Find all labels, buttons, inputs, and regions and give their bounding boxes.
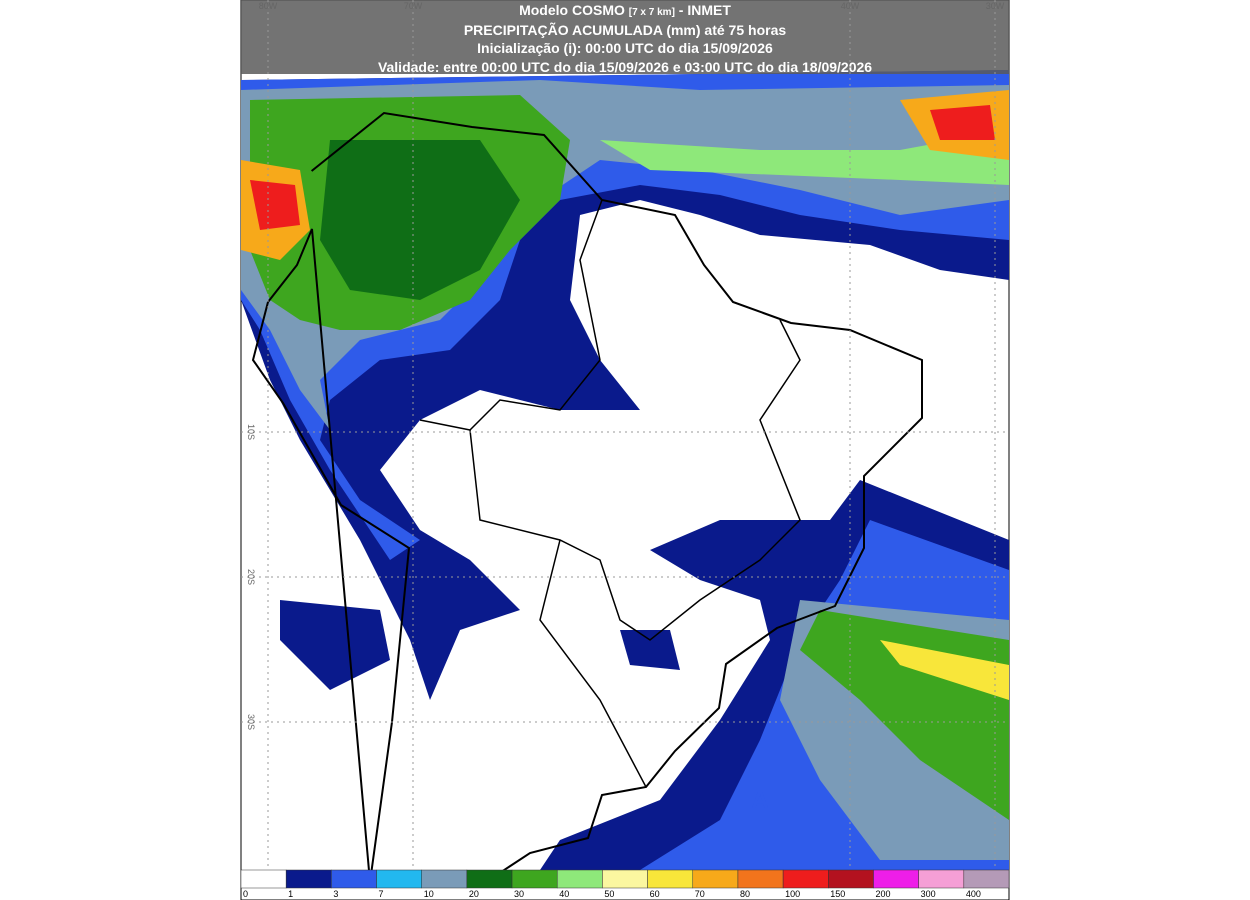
colorbar-swatch [421, 869, 468, 889]
latitude-label: 30S [246, 714, 256, 730]
colorbar-label: 7 [379, 889, 384, 899]
colorbar-label: 20 [469, 889, 479, 899]
longitude-label: 70W [404, 1, 423, 11]
colorbar-swatch [602, 869, 648, 889]
high-pressure-marker: A [751, 787, 768, 814]
colorbar-swatch [692, 869, 739, 889]
colorbar-label: 10 [424, 889, 434, 899]
colorbar-label: 50 [604, 889, 614, 899]
latitude-label: 10S [246, 424, 256, 440]
colorbar-swatch [285, 869, 332, 889]
colorbar-label: 40 [559, 889, 569, 899]
colorbar-swatch [511, 869, 558, 889]
colorbar-swatch [737, 869, 784, 889]
header-line: Validade: entre 00:00 UTC do dia 15/09/2… [378, 59, 872, 75]
colorbar-label: 30 [514, 889, 524, 899]
colorbar-swatch [376, 869, 422, 889]
colorbar-label: 60 [650, 889, 660, 899]
colorbar-swatch [331, 869, 377, 889]
colorbar-swatch [466, 869, 513, 889]
colorbar-swatch [240, 869, 287, 889]
colorbar-label: 100 [785, 889, 800, 899]
header-band [241, 0, 1009, 74]
header-line: PRECIPITAÇÃO ACUMULADA (mm) até 75 horas [464, 21, 787, 38]
continent-outline [251, 111, 923, 870]
colorbar-label: 400 [966, 889, 981, 899]
latitude-label: 20S [246, 569, 256, 585]
resolution: [7 x 7 km] [629, 7, 675, 18]
colorbar-label: 0 [243, 889, 248, 899]
colorbar-swatch [873, 869, 919, 889]
colorbar-label: 200 [875, 889, 890, 899]
colorbar-swatch [647, 869, 694, 889]
colorbar-swatch [918, 869, 965, 889]
colorbar-label: 3 [333, 889, 338, 899]
title: Modelo COSMO [519, 2, 625, 18]
colorbar-swatch [556, 869, 603, 889]
header-title-line: Modelo COSMO [7 x 7 km] - INMET [519, 2, 731, 18]
colorbar-swatch [782, 869, 829, 889]
longitude-label: 80W [259, 1, 278, 11]
longitude-label: 40W [841, 1, 860, 11]
longitude-label: 30W [986, 1, 1005, 11]
colorbar-label: 150 [830, 889, 845, 899]
colorbar-label: 300 [921, 889, 936, 899]
borders [419, 199, 801, 788]
colorbar-label: 70 [695, 889, 705, 899]
precipitation-field [241, 70, 1009, 870]
colorbar-swatch [828, 869, 874, 889]
colorbar-label: 80 [740, 889, 750, 899]
header-line: Inicialização (i): 00:00 UTC do dia 15/0… [477, 40, 773, 56]
colorbar-swatch [963, 869, 1010, 889]
colorbar-label: 1 [288, 889, 293, 899]
source: - INMET [679, 2, 732, 18]
